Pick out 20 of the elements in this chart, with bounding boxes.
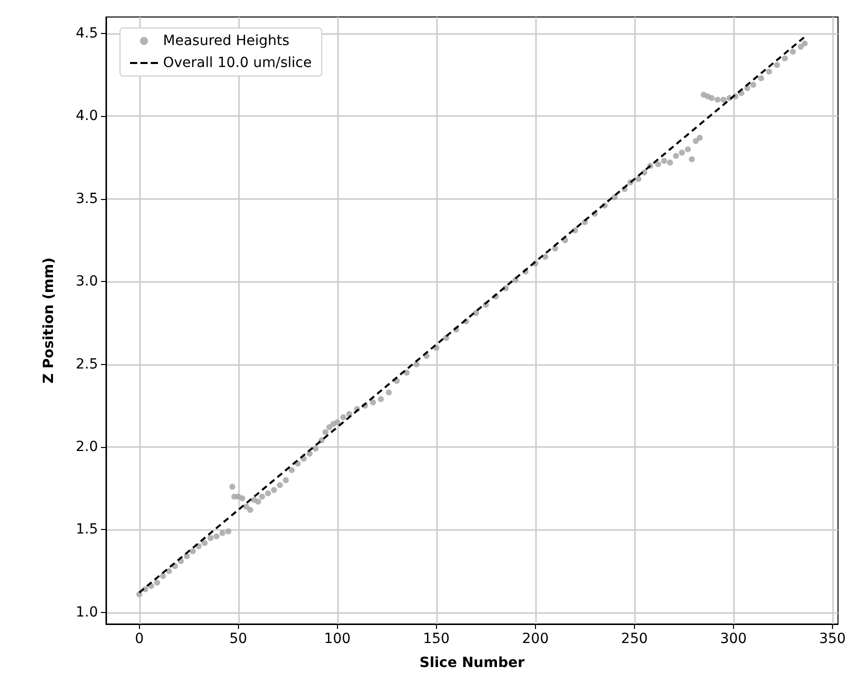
x-tick-label: 250 [621, 631, 648, 647]
y-tick-label: 3.0 [76, 274, 98, 290]
x-tick-label: 200 [522, 631, 549, 647]
y-tick-label: 1.0 [76, 604, 98, 620]
legend-label: Measured Heights [163, 33, 290, 49]
y-axis-title: Z Position (mm) [41, 258, 57, 384]
x-tick-label: 100 [324, 631, 351, 647]
x-tick-label: 50 [229, 631, 248, 647]
x-tick-label: 0 [134, 631, 144, 647]
x-tick-label: 300 [720, 631, 747, 647]
y-tick-label: 2.0 [76, 439, 98, 456]
y-tick-label: 1.5 [76, 522, 98, 538]
y-tick-label: 4.0 [76, 108, 98, 124]
y-tick-label: 2.5 [76, 356, 98, 372]
x-tick-label: 150 [422, 631, 450, 647]
x-tick-label: 350 [819, 631, 846, 647]
y-tick-label: 4.5 [76, 26, 98, 42]
x-axis-title: Slice Number [419, 655, 525, 671]
y-tick-label: 3.5 [76, 190, 98, 207]
legend-label: Overall 10.0 um/slice [163, 55, 312, 71]
